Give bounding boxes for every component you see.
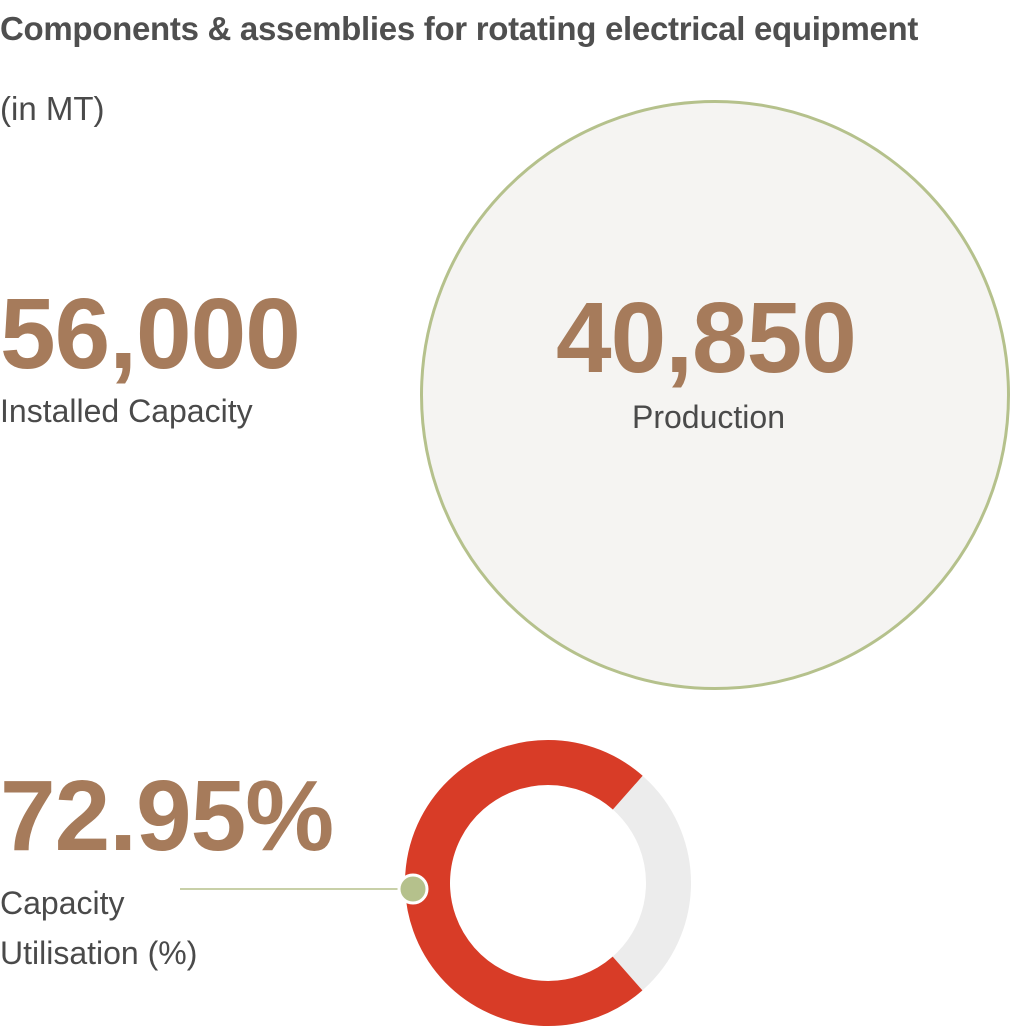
capacity-utilisation-label-line2: Utilisation (%) — [0, 935, 198, 971]
installed-capacity-label: Installed Capacity — [0, 393, 253, 429]
capacity-utilisation-label: Capacity Utilisation (%) — [0, 878, 197, 978]
capacity-utilisation-label-line1: Capacity — [0, 885, 125, 921]
utilisation-marker-dot — [397, 873, 429, 905]
utilisation-donut-chart — [180, 740, 691, 1026]
production-label: Production — [632, 399, 785, 435]
production-circle — [420, 100, 1010, 690]
unit-label: (in MT) — [0, 90, 105, 127]
page-title: Components & assemblies for rotating ele… — [0, 10, 919, 47]
production-value: 40,850 — [556, 282, 857, 394]
capacity-utilisation-value: 72.95% — [0, 760, 334, 872]
installed-capacity-value: 56,000 — [0, 278, 301, 390]
